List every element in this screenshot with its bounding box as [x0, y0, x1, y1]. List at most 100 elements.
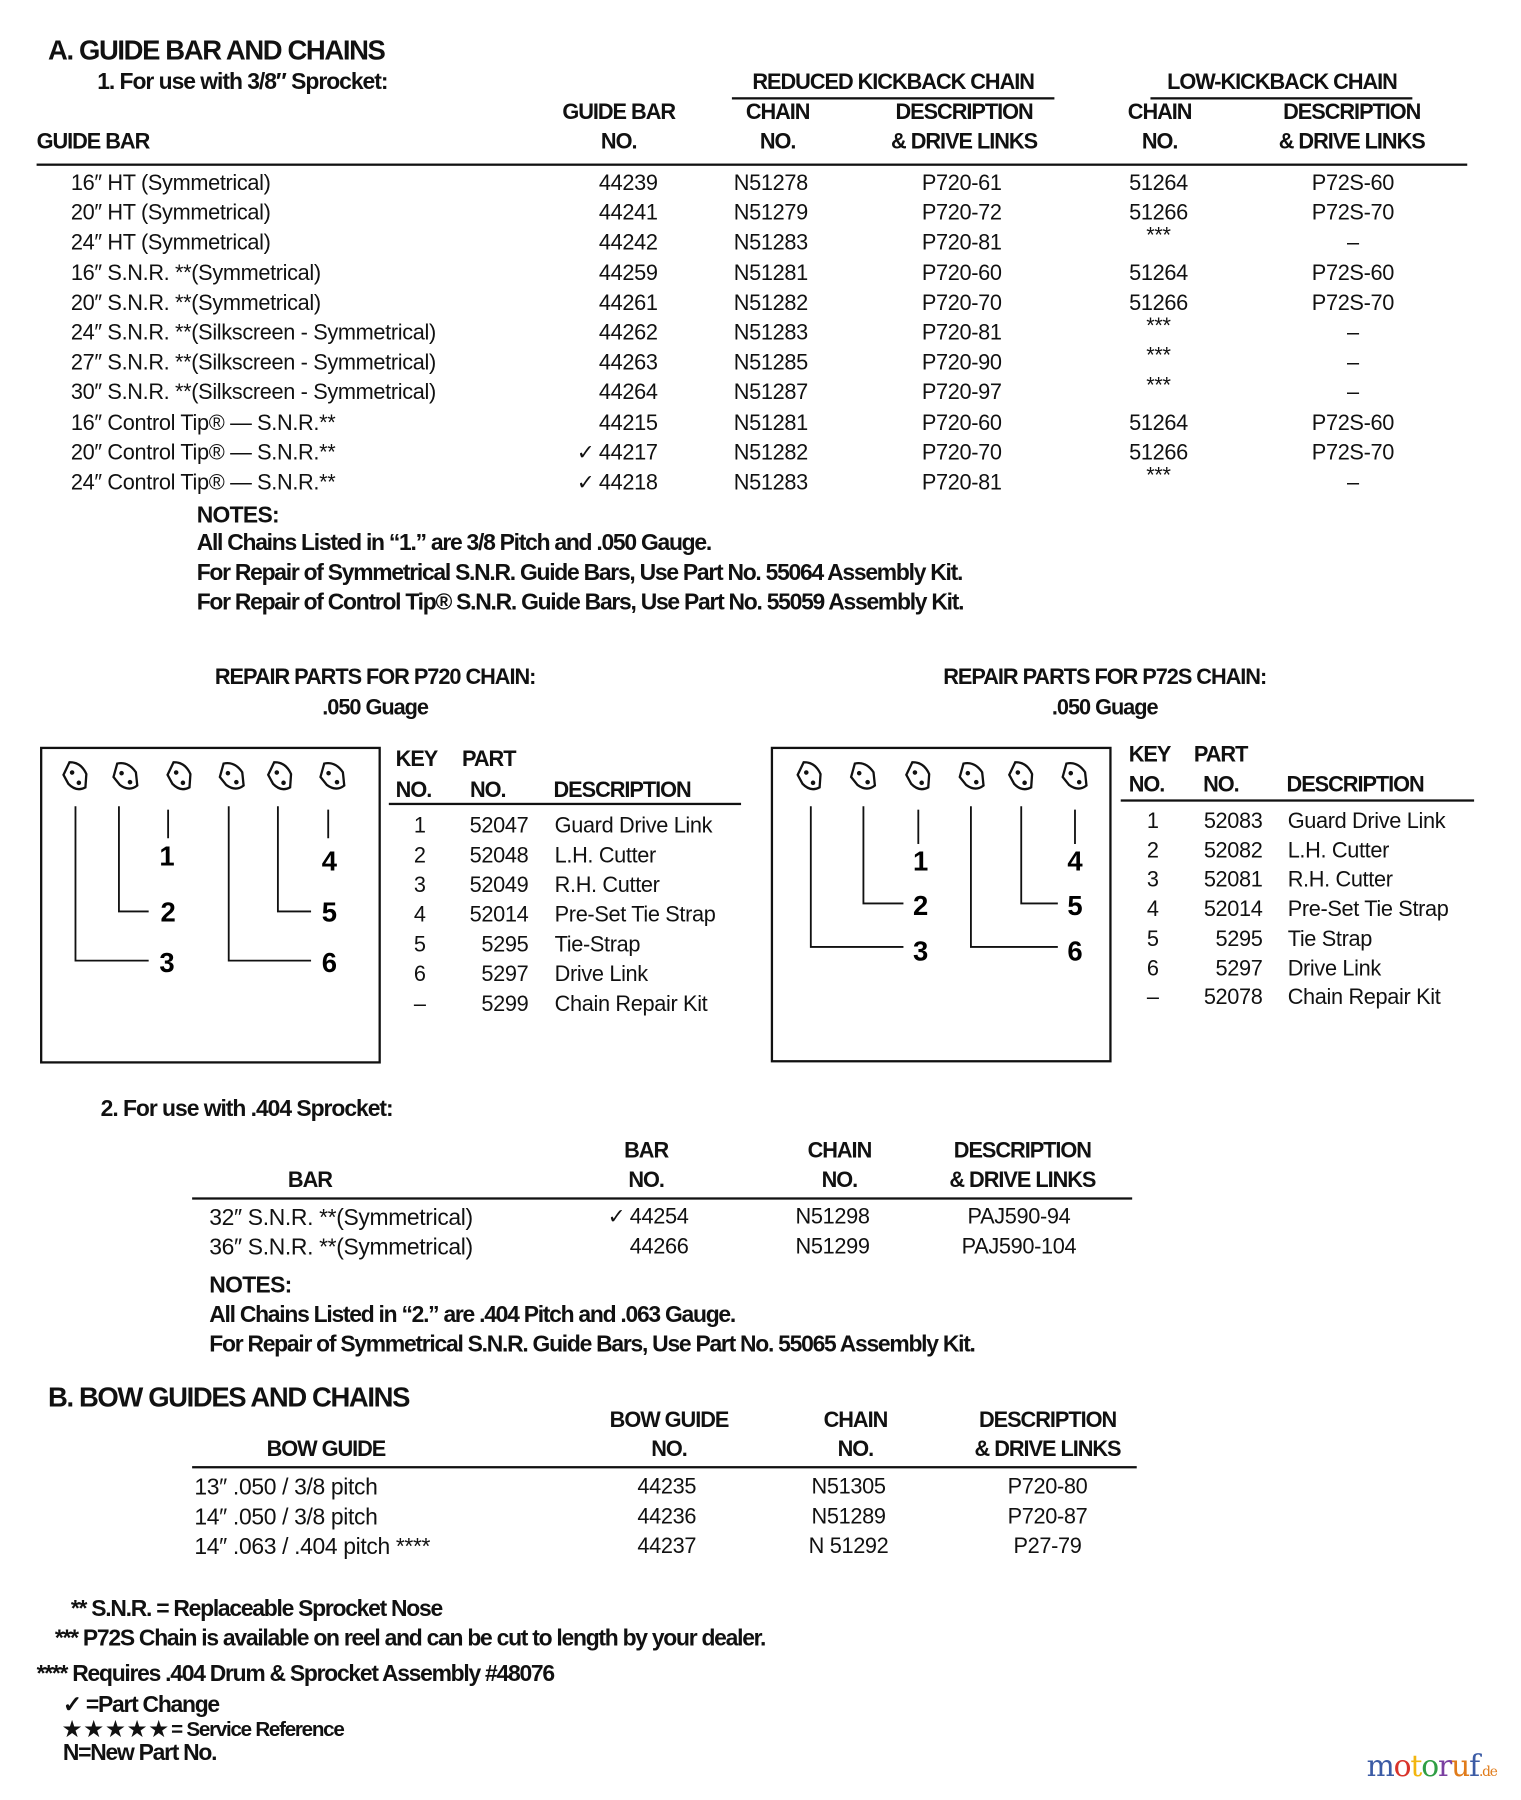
section-a-title: A. GUIDE BAR AND CHAINS [48, 35, 386, 67]
part-description: Tie Strap [1287, 927, 1373, 952]
chain-links-diagram: 1 2 3 4 5 6 [796, 761, 1088, 967]
chain-links-diagram: 1 2 3 4 5 6 [62, 761, 346, 978]
p720-repair-title: REPAIR PARTS FOR P720 CHAIN: [214, 665, 537, 690]
lk-description: – [1347, 321, 1359, 346]
key-no: 4 [413, 903, 426, 928]
col-part-no: NO. [470, 778, 507, 803]
part-no: 5297 [1215, 956, 1263, 981]
rk-description: P720-81 [921, 321, 1002, 346]
bow-guide-name: 14″ .050 / 3/8 pitch [194, 1504, 378, 1531]
col-description: DESCRIPTION [553, 778, 692, 803]
lk-description: P72S-70 [1311, 201, 1395, 226]
guide-bar-no: 44218 [598, 471, 658, 496]
guide-bar-name: 16″ S.N.R. **(Symmetrical) [70, 261, 321, 286]
col-bar-no: NO. [628, 1168, 665, 1193]
group-underline [731, 97, 1055, 100]
bar-no: 44266 [629, 1235, 689, 1260]
watermark-letter: o [1421, 1749, 1439, 1785]
description: PAJ590-104 [961, 1235, 1077, 1260]
col-part-no: PART [462, 747, 516, 772]
col-description: DESCRIPTION [1286, 773, 1425, 798]
legend-service-reference: ★ ★ ★ ★ ★ = Service Reference [62, 1717, 345, 1741]
guide-bar-no: 44259 [598, 261, 658, 286]
reduced-kickback-group-header: REDUCED KICKBACK CHAIN [752, 70, 1035, 95]
part-no: 52083 [1203, 809, 1263, 834]
lk-description: P72S-60 [1311, 261, 1395, 286]
key-no: 6 [413, 962, 426, 987]
leader-line [970, 806, 1058, 948]
part-no: 52049 [469, 873, 529, 898]
p72s-repair-subtitle: .050 Guage [1051, 696, 1159, 721]
watermark-letter: m [1366, 1749, 1395, 1785]
chain-link-icon [905, 761, 931, 791]
key-no: 1 [1146, 809, 1159, 834]
callout-number: 5 [322, 897, 337, 928]
key-no: 3 [1146, 868, 1159, 893]
table-header-rule [1120, 799, 1475, 802]
guide-bar-name: 30″ S.N.R. **(Silkscreen - Symmetrical) [70, 381, 436, 406]
chain-no: N51299 [795, 1235, 870, 1260]
col-rk-chain: CHAIN [745, 100, 811, 125]
low-kickback-group-header: LOW-KICKBACK CHAIN [1167, 70, 1398, 95]
rk-description: P720-70 [921, 441, 1002, 466]
chain-link-icon [1007, 761, 1034, 791]
chain-link-icon [319, 762, 346, 790]
legend-new-part: N=New Part No. [62, 1740, 218, 1766]
watermark-letter: o [1393, 1749, 1412, 1785]
table-header-rule [36, 163, 1468, 166]
lk-description: – [1347, 471, 1359, 496]
notes-title: NOTES: [196, 503, 280, 529]
part-description: Pre-Set Tie Strap [554, 903, 716, 928]
table-header-rule [192, 1197, 1133, 1200]
rk-chain-no: N51283 [733, 231, 808, 256]
lk-chain-no: *** [1146, 344, 1171, 369]
leader-line [276, 806, 312, 913]
guide-bar-name: 16″ Control Tip® — S.N.R.** [70, 411, 336, 436]
part-description: Chain Repair Kit [554, 992, 708, 1017]
guide-bar-no: 44217 [598, 441, 658, 466]
col-key-no: KEY [395, 747, 439, 772]
guide-bar-no: 44239 [598, 171, 658, 196]
lk-chain-no: 51264 [1129, 171, 1188, 196]
description: P27-79 [1013, 1534, 1082, 1559]
rk-chain-no: N51285 [733, 351, 808, 376]
guide-bar-no: 44241 [598, 201, 658, 226]
part-change-mark: ✓ [576, 471, 595, 496]
part-no: 52014 [469, 903, 529, 928]
key-no: – [1146, 985, 1159, 1011]
part-description: Drive Link [554, 962, 649, 987]
part-no: 52014 [1203, 897, 1263, 922]
part-description: Guard Drive Link [554, 814, 713, 839]
watermark-letter: u [1451, 1749, 1470, 1785]
guide-bar-name: 24″ HT (Symmetrical) [70, 231, 271, 256]
chain-link-icon [166, 761, 192, 791]
table-header-rule [388, 802, 742, 806]
rk-description: P720-81 [921, 471, 1002, 496]
part-description: R.H. Cutter [1287, 868, 1393, 893]
col-guide-bar-no: GUIDE BAR [562, 100, 676, 125]
key-no: 6 [1146, 956, 1159, 981]
bow-guide-name: 14″ .063 / .404 pitch **** [194, 1534, 431, 1560]
chain-link-icon [266, 761, 293, 791]
chain-link-icon [218, 762, 245, 790]
subsection-1-title: 1. For use with 3/8″ Sprocket: [97, 69, 388, 95]
callout-number: 4 [1067, 845, 1083, 876]
lk-chain-no: 51264 [1129, 411, 1188, 436]
part-description: Pre-Set Tie Strap [1287, 897, 1449, 922]
part-no: 52078 [1203, 985, 1263, 1011]
part-no: 5295 [1215, 927, 1263, 952]
bow-guide-no: 44235 [637, 1475, 697, 1500]
lk-chain-no: *** [1146, 374, 1171, 399]
p720-chain-diagram: 1 2 3 4 5 6 [40, 746, 381, 1064]
chain-no: N51289 [811, 1504, 886, 1529]
lk-description: – [1347, 351, 1359, 376]
p720-repair-subtitle: .050 Guage [322, 696, 429, 721]
rk-description: P720-70 [921, 291, 1002, 316]
lk-description: – [1347, 231, 1359, 256]
callout-number: 5 [1067, 890, 1082, 921]
subsection-2-title: 2. For use with .404 Sprocket: [100, 1096, 394, 1122]
leader-line [1020, 806, 1058, 905]
rk-description: P720-90 [921, 351, 1002, 376]
leader-line [809, 806, 904, 948]
